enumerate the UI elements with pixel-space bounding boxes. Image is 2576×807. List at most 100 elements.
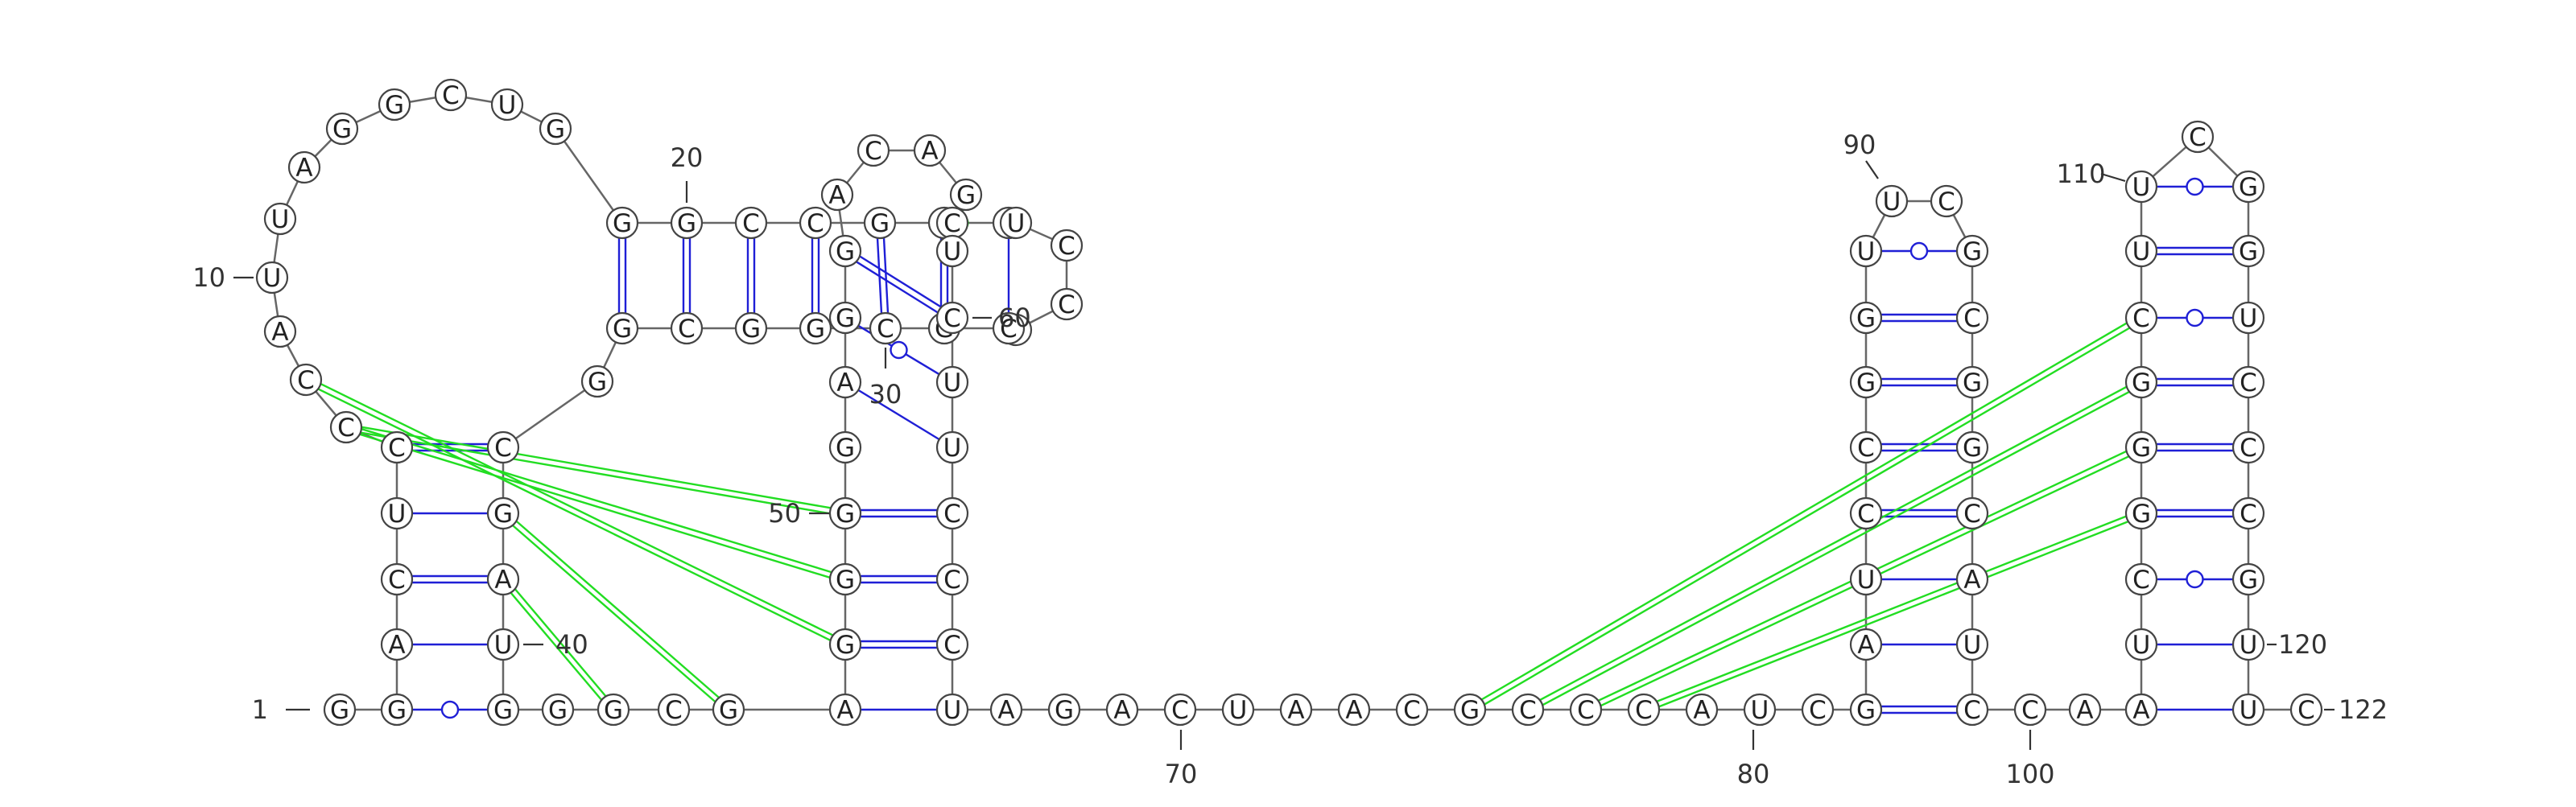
nucleotide-letter: A xyxy=(1113,696,1130,725)
nucleotide-circle xyxy=(490,88,524,121)
nucleotide: C xyxy=(1849,496,1883,530)
nucleotide-letter: U xyxy=(2132,173,2151,202)
nucleotide-letter: C xyxy=(2132,304,2150,333)
nucleotide: C xyxy=(1801,693,1835,727)
nucleotide: G xyxy=(539,112,572,146)
nucleotide: G xyxy=(828,496,862,530)
nucleotide-letter: U xyxy=(1857,237,1876,266)
nucleotide-letter: C xyxy=(442,81,460,110)
nucleotide: C xyxy=(486,430,520,464)
nucleotide-circle xyxy=(486,430,520,464)
nucleotide: A xyxy=(2068,693,2102,727)
nucleotide-letter: G xyxy=(604,696,623,725)
nucleotide-letter: C xyxy=(807,209,824,238)
nucleotide-letter: U xyxy=(943,696,962,725)
nucleotide-letter: U xyxy=(2240,304,2258,333)
nucleotide-circle xyxy=(1337,693,1371,727)
nucleotide: C xyxy=(2124,562,2158,596)
nucleotide-letter: U xyxy=(498,91,517,120)
nucleotide: U xyxy=(1743,693,1777,727)
nucleotide: U xyxy=(490,88,524,121)
nucleotide: C xyxy=(329,410,363,444)
nucleotide-letter: A xyxy=(2076,696,2093,725)
nucleotide: A xyxy=(828,693,862,727)
nucleotide-circle xyxy=(580,364,614,398)
nucleotide: G xyxy=(1849,693,1883,727)
nucleotide: U xyxy=(935,693,969,727)
nucleotide-circle xyxy=(1930,184,1963,218)
nucleotide-letter: C xyxy=(877,315,894,344)
nucleotide-circle xyxy=(380,628,414,661)
nucleotide-circle xyxy=(989,693,1023,727)
index-label: 80 xyxy=(1737,759,1770,789)
nucleotide-circle xyxy=(1105,693,1139,727)
nucleotide-circle xyxy=(325,112,359,146)
nucleotide-letter: G xyxy=(546,115,565,144)
index-label: 100 xyxy=(2005,759,2054,789)
pseudoknot-line xyxy=(1539,385,2128,702)
nucleotide-circle xyxy=(828,234,862,268)
nucleotide-circle xyxy=(1047,693,1081,727)
nucleotide: A xyxy=(828,365,862,399)
pseudoknot-line xyxy=(1542,390,2130,706)
nucleotide-letter: C xyxy=(2240,434,2257,463)
base-pair-line xyxy=(857,389,940,441)
nucleotide: C xyxy=(1569,693,1603,727)
index-tick xyxy=(2100,172,2126,183)
nucleotide-letter: C xyxy=(1635,696,1653,725)
nucleotide-letter: G xyxy=(956,181,976,210)
nucleotide-letter: G xyxy=(1963,237,1982,266)
nucleotide-circle xyxy=(670,311,704,345)
nucleotide: G xyxy=(605,206,639,240)
index-label: 120 xyxy=(2278,629,2327,660)
nucleotide-letter: A xyxy=(271,318,288,347)
nucleotide: C xyxy=(1955,693,1989,727)
nucleotide: G xyxy=(580,364,614,398)
nucleotide-circle xyxy=(2124,170,2158,204)
nucleotide: A xyxy=(989,693,1023,727)
nucleotide: C xyxy=(2124,301,2158,335)
nucleotide: U xyxy=(2231,301,2265,335)
nucleotide-letter: U xyxy=(1883,187,1901,216)
nucleotide: C xyxy=(857,134,890,167)
nucleotide-circle xyxy=(255,261,289,294)
index-label: 30 xyxy=(869,379,902,410)
nucleotide: G xyxy=(799,311,832,345)
nucleotide-circle xyxy=(1849,628,1883,661)
nucleotide: G xyxy=(863,206,897,240)
nucleotide-circle xyxy=(2124,628,2158,661)
nucleotide: G xyxy=(2124,430,2158,464)
nucleotide-letter: G xyxy=(836,566,855,595)
nucleotide-circle xyxy=(605,311,639,345)
nucleotide-circle xyxy=(828,430,862,464)
nucleotide-letter: G xyxy=(2132,369,2151,397)
nucleotide-letter: U xyxy=(943,237,962,266)
nucleotide: C xyxy=(1511,693,1545,727)
nucleotide-letter: G xyxy=(548,696,568,725)
nucleotide-letter: A xyxy=(836,369,853,397)
nucleotide-letter: G xyxy=(836,631,855,660)
nucleotide-letter: G xyxy=(2132,500,2151,529)
nucleotide: U xyxy=(935,365,969,399)
nucleotide-letter: A xyxy=(295,154,312,183)
nucleotide: G xyxy=(380,693,414,727)
nucleotide-letter: G xyxy=(1856,369,1876,397)
nucleotide-circle xyxy=(380,496,414,530)
nucleotide-letter: G xyxy=(493,500,513,529)
nucleotide-circle xyxy=(857,134,890,167)
nucleotide-letter: U xyxy=(1963,631,1982,660)
pseudoknot-line xyxy=(514,588,607,698)
nucleotide-letter: C xyxy=(1963,696,1981,725)
nucleotide-letter: G xyxy=(493,696,513,725)
nucleotide-letter: G xyxy=(1856,304,1876,333)
nucleotide-circle xyxy=(2181,120,2215,154)
nucleotide-letter: U xyxy=(2132,631,2151,660)
nucleotide: U xyxy=(380,496,414,530)
nucleotide-circle xyxy=(1955,496,1989,530)
index-label: 122 xyxy=(2339,694,2388,725)
nucleotide: A xyxy=(1105,693,1139,727)
nucleotide-circle xyxy=(378,88,411,121)
base-pair-line xyxy=(882,237,890,313)
nucleotide: U xyxy=(2231,693,2265,727)
pseudoknot-line xyxy=(359,433,831,578)
